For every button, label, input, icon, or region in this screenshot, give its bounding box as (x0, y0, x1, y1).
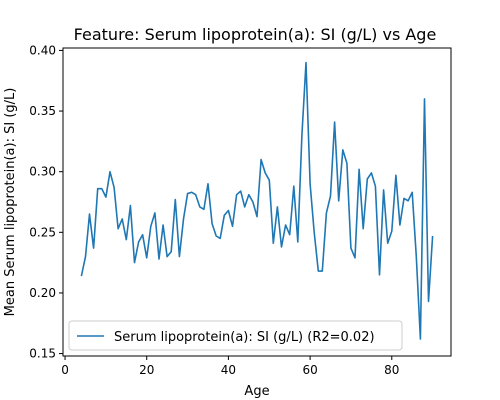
x-tick-label: 20 (139, 363, 154, 377)
y-tick-label: 0.15 (29, 347, 56, 361)
legend-label: Serum lipoprotein(a): SI (g/L) (R2=0.02) (114, 330, 375, 345)
legend-box (68, 320, 403, 351)
x-axis-label: Age (244, 384, 269, 399)
y-tick-label: 0.20 (29, 286, 56, 300)
x-tick-label: 80 (384, 363, 399, 377)
y-tick-label: 0.30 (29, 165, 56, 179)
x-axis: 0 20 40 60 80 (61, 356, 399, 377)
legend: Serum lipoprotein(a): SI (g/L) (R2=0.02) (68, 320, 403, 351)
chart-title: Feature: Serum lipoprotein(a): SI (g/L) … (74, 25, 437, 44)
y-tick-label: 0.35 (29, 104, 56, 118)
x-tick-label: 0 (61, 363, 69, 377)
series-line (80, 61, 434, 340)
y-axis: 0.15 0.20 0.25 0.30 0.35 0.40 (29, 43, 63, 361)
y-tick-label: 0.25 (29, 225, 56, 239)
y-axis-label: Mean Serum lipoprotein(a): SI (g/L) (3, 88, 18, 317)
x-tick-label: 40 (221, 363, 236, 377)
plot-frame (62, 47, 452, 357)
y-tick-label: 0.40 (29, 43, 56, 57)
x-tick-label: 60 (302, 363, 317, 377)
